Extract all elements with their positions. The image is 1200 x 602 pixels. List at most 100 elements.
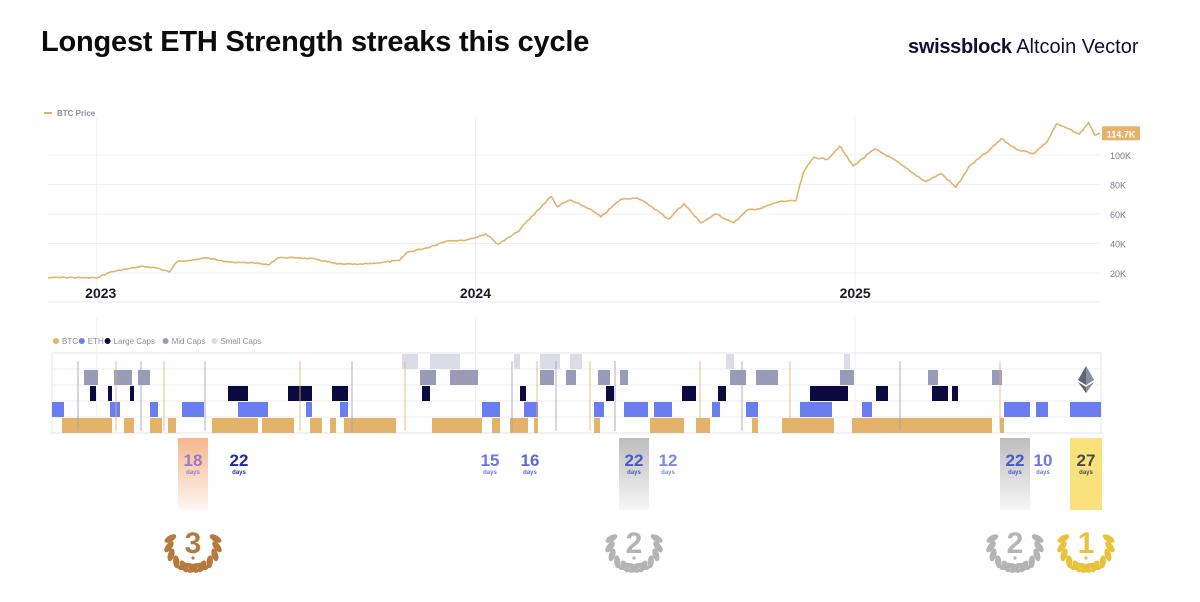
legend-swatch <box>104 338 111 344</box>
heatmap-cell <box>492 418 500 433</box>
legend-label-btc-price: BTC Price <box>57 109 96 118</box>
streak-days-unit: days <box>523 470 537 476</box>
streak-days-unit: days <box>627 470 641 476</box>
streak-days-value: 10 <box>1034 451 1053 470</box>
legend-swatch <box>162 338 169 344</box>
heatmap-cell <box>696 418 710 433</box>
laurel-medal-icon <box>605 534 663 573</box>
price-plot: BTC Price 114.7K <box>44 109 1140 279</box>
laurel-medal-icon <box>164 534 222 573</box>
streaks-row: 18days22days15days16days22days12days22da… <box>178 438 1102 510</box>
medal-rank: 2 <box>1007 527 1024 560</box>
heatmap-cell <box>238 402 268 417</box>
heatmap-cell <box>90 386 96 401</box>
heatmap-cell <box>810 386 848 401</box>
legend-swatch <box>78 338 85 344</box>
heatmap-cell <box>402 354 418 369</box>
laurel-medal-icon <box>986 534 1044 573</box>
legend-label: BTC <box>62 337 78 346</box>
heatmap-cell <box>620 370 628 385</box>
y-tick-label: 20K <box>1110 269 1126 279</box>
heatmap-cell <box>624 402 648 417</box>
heatmap-cell <box>514 354 520 369</box>
heatmap-cell <box>482 402 500 417</box>
heatmap-cell <box>712 402 720 417</box>
y-tick-label: 100K <box>1110 151 1131 161</box>
heatmap-cell <box>520 386 526 401</box>
legend-swatch <box>211 338 218 344</box>
heatmap-legend: BTC ETH Large Caps Mid Caps Small Caps <box>53 337 261 346</box>
streak-days-unit: days <box>1008 470 1022 476</box>
heatmap-cell <box>450 370 478 385</box>
heatmap-cell <box>262 418 294 433</box>
heatmap-cell <box>862 402 872 417</box>
heatmap-cell <box>228 386 248 401</box>
heatmap-cell <box>566 370 576 385</box>
heatmap-cell <box>130 386 134 401</box>
legend-swatch <box>53 338 59 344</box>
heatmap-cell <box>1036 402 1048 417</box>
heatmap-cell <box>992 370 1002 385</box>
ethereum-icon <box>1078 366 1094 393</box>
heatmap-cell <box>726 354 734 369</box>
heatmap-cell <box>682 386 696 401</box>
heatmap-cell <box>650 418 684 433</box>
heatmap-cell <box>840 370 854 385</box>
legend-label: Mid Caps <box>172 337 206 346</box>
heatmap-cell <box>932 386 948 401</box>
heatmap-cell <box>510 418 528 433</box>
heatmap-cell <box>534 418 538 433</box>
heatmap-cell <box>752 418 758 433</box>
heatmap-cell <box>540 370 554 385</box>
heatmap-cell <box>1000 418 1004 433</box>
streak-days-value: 12 <box>659 451 678 470</box>
heatmap-cell <box>654 402 672 417</box>
streak-highlight-silver <box>1000 438 1030 510</box>
streak-days-value: 18 <box>184 451 203 470</box>
x-tick-label: 2024 <box>460 285 491 301</box>
heatmap-cell <box>594 418 600 433</box>
brand-logo: swissblock Altcoin Vector <box>908 36 1138 59</box>
streak-days-value: 15 <box>481 451 500 470</box>
heatmap-plot <box>52 354 1101 433</box>
heatmap-cell <box>594 402 604 417</box>
heatmap-cell <box>52 402 64 417</box>
x-tick-label: 2025 <box>840 285 871 301</box>
heatmap-cell <box>432 418 482 433</box>
medal-rank: 1 <box>1078 527 1095 560</box>
heatmap-cell <box>928 370 938 385</box>
heatmap-cell <box>150 402 158 417</box>
heatmap-cell <box>84 370 98 385</box>
last-value-tag <box>1102 126 1140 141</box>
heatmap-cell <box>730 370 746 385</box>
brand-bold: swissblock <box>908 36 1012 58</box>
streak-days-value: 16 <box>521 451 540 470</box>
heatmap-cell <box>332 386 348 401</box>
btc-price-line <box>48 121 1101 279</box>
heatmap-cell <box>340 402 348 417</box>
heatmap-cell <box>540 354 560 369</box>
heatmap-cell <box>212 418 258 433</box>
heatmap-cell <box>598 370 610 385</box>
heatmap-cell <box>1004 402 1030 417</box>
heatmap-cell <box>570 354 582 369</box>
heatmap-grid <box>51 318 1102 434</box>
heatmap-cell <box>306 402 312 417</box>
heatmap-cell <box>852 418 992 433</box>
heatmap-cell <box>952 386 958 401</box>
medal-rank: 2 <box>626 527 643 560</box>
heatmap-cell <box>310 418 322 433</box>
heatmap-cell <box>108 386 112 401</box>
heatmap-frame <box>51 352 1102 434</box>
legend-label: Large Caps <box>114 337 155 346</box>
heatmap-cell <box>330 418 336 433</box>
heatmap-cell <box>756 370 778 385</box>
streak-highlight-gold <box>1070 438 1102 510</box>
heatmap-cell <box>124 418 134 433</box>
heatmap-cell <box>110 402 120 417</box>
y-tick-label: 80K <box>1110 181 1126 191</box>
heatmap-cell <box>718 386 726 401</box>
heatmap-cell <box>422 386 430 401</box>
heatmap-cell <box>782 418 834 433</box>
